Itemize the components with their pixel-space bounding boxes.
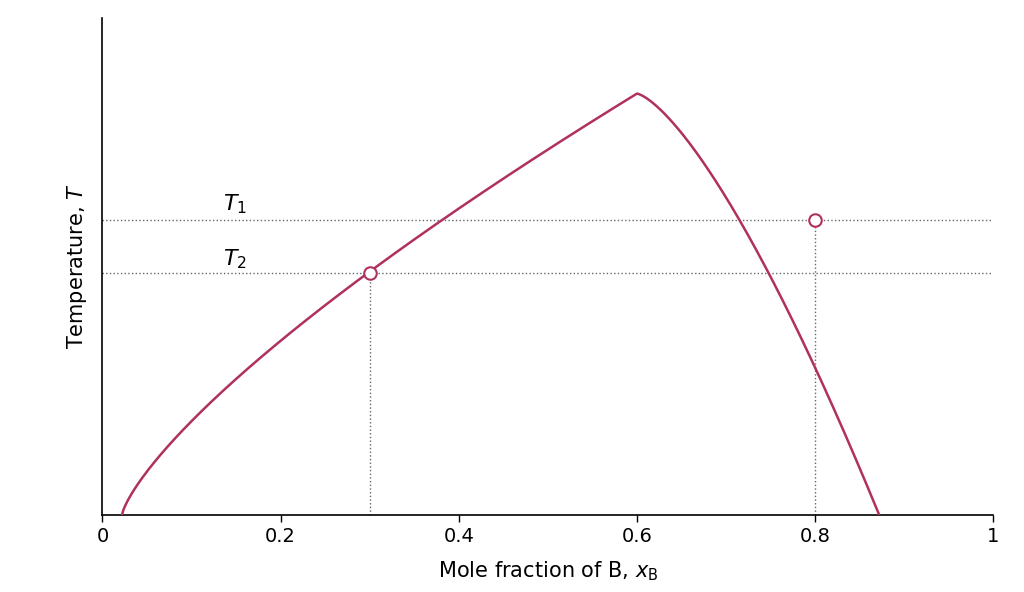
Y-axis label: Temperature, $\mathit{T}$: Temperature, $\mathit{T}$ (65, 184, 88, 349)
X-axis label: Mole fraction of B, $\mathit{x}_\mathrm{B}$: Mole fraction of B, $\mathit{x}_\mathrm{… (437, 559, 658, 583)
Text: $\mathit{T}_2$: $\mathit{T}_2$ (222, 247, 247, 271)
Text: $\mathit{T}_1$: $\mathit{T}_1$ (222, 192, 247, 216)
